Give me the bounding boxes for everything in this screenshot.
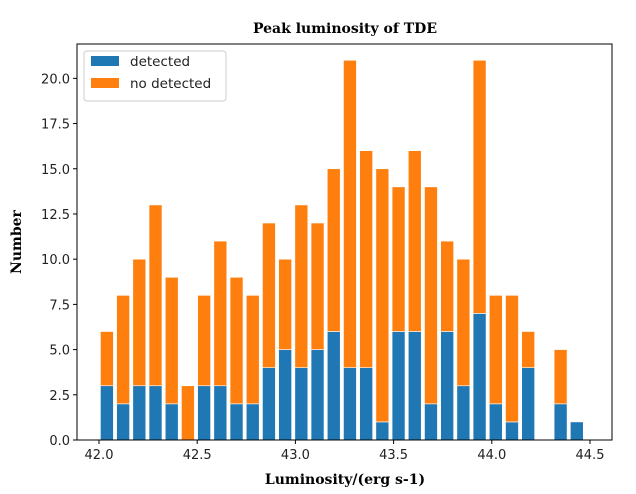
legend: detected no detected (83, 50, 227, 102)
bar-no-detected-0 (100, 331, 114, 387)
bars-group (100, 59, 584, 441)
bar-detected-29 (570, 421, 584, 441)
x-tick-label: 43.0 (281, 448, 310, 463)
bar-detected-24 (488, 403, 503, 441)
bar-detected-4 (164, 403, 179, 441)
bar-no-detected-13 (310, 222, 325, 350)
bar-detected-28 (553, 403, 568, 441)
y-tick-label: 20.0 (41, 72, 70, 87)
bar-no-detected-3 (148, 204, 163, 387)
bar-no-detected-8 (229, 276, 244, 405)
bar-no-detected-5 (181, 385, 195, 441)
y-tick-label: 5.0 (49, 344, 70, 359)
x-axis-ticks: 42.0 42.5 43.0 43.5 44.0 44.5 (85, 440, 605, 463)
bar-no-detected-22 (456, 258, 471, 387)
bar-no-detected-26 (521, 331, 535, 368)
bar-no-detected-4 (164, 276, 179, 405)
bar-no-detected-21 (440, 240, 454, 332)
bar-detected-0 (100, 385, 114, 441)
plot-frame (76, 43, 613, 441)
bar-detected-3 (148, 385, 163, 441)
bar-detected-11 (278, 349, 292, 441)
bar-no-detected-17 (375, 168, 390, 423)
x-tick-label: 42.0 (85, 448, 114, 463)
bar-no-detected-9 (245, 295, 260, 405)
bar-detected-9 (245, 403, 260, 441)
bar-detected-23 (472, 313, 487, 441)
bar-no-detected-24 (488, 295, 503, 405)
bar-detected-7 (213, 385, 228, 441)
chart-title: Peak luminosity of TDE (253, 21, 437, 37)
bar-no-detected-11 (278, 258, 292, 350)
x-tick-label: 44.5 (576, 448, 605, 463)
bar-detected-13 (310, 349, 325, 441)
legend-box (83, 50, 227, 102)
y-axis-ticks: 0.0 2.5 5.0 7.5 10.0 12.5 15.0 17.5 20.0 (41, 72, 77, 449)
bar-no-detected-10 (262, 222, 276, 368)
legend-swatch-detected (91, 56, 119, 66)
bar-no-detected-12 (294, 204, 309, 368)
bar-detected-6 (197, 385, 211, 441)
bar-no-detected-28 (553, 349, 568, 405)
bar-no-detected-7 (213, 240, 228, 387)
bar-detected-22 (456, 385, 471, 441)
y-tick-label: 2.5 (49, 389, 70, 404)
bar-no-detected-23 (472, 59, 487, 314)
y-tick-label: 7.5 (49, 298, 70, 313)
bar-no-detected-14 (326, 168, 341, 332)
bar-no-detected-16 (359, 150, 373, 368)
legend-swatch-no-detected (91, 78, 119, 88)
x-tick-label: 43.5 (379, 448, 408, 463)
bar-no-detected-2 (132, 258, 147, 387)
legend-label-detected: detected (130, 54, 190, 70)
bar-detected-20 (424, 403, 438, 441)
bar-detected-25 (505, 421, 519, 441)
bar-detected-21 (440, 331, 454, 441)
bar-detected-17 (375, 421, 390, 441)
x-tick-label: 42.5 (183, 448, 212, 463)
bar-no-detected-20 (424, 186, 438, 405)
bar-no-detected-25 (505, 295, 519, 423)
bar-detected-10 (262, 367, 276, 441)
y-tick-label: 10.0 (41, 253, 70, 268)
bar-detected-19 (407, 331, 422, 441)
bar-no-detected-1 (116, 295, 130, 405)
bar-detected-15 (343, 367, 357, 441)
bar-detected-18 (391, 331, 406, 441)
bar-detected-14 (326, 331, 341, 441)
bar-detected-2 (132, 385, 147, 441)
legend-label-no-detected: no detected (130, 76, 211, 92)
bar-no-detected-19 (407, 150, 422, 332)
bar-no-detected-15 (343, 59, 357, 368)
bar-detected-12 (294, 367, 309, 441)
y-axis-label: Number (9, 209, 25, 273)
bar-detected-26 (521, 367, 535, 441)
x-tick-label: 44.0 (477, 448, 506, 463)
y-tick-label: 0.0 (49, 434, 70, 449)
bar-no-detected-18 (391, 186, 406, 332)
bar-detected-1 (116, 403, 130, 441)
bar-detected-16 (359, 367, 373, 441)
x-axis-label: Luminosity/(erg s-1) (265, 472, 425, 488)
y-tick-label: 12.5 (41, 208, 70, 223)
bar-detected-8 (229, 403, 244, 441)
bar-no-detected-6 (197, 295, 211, 387)
y-tick-label: 17.5 (41, 118, 70, 133)
y-tick-label: 15.0 (41, 163, 70, 178)
